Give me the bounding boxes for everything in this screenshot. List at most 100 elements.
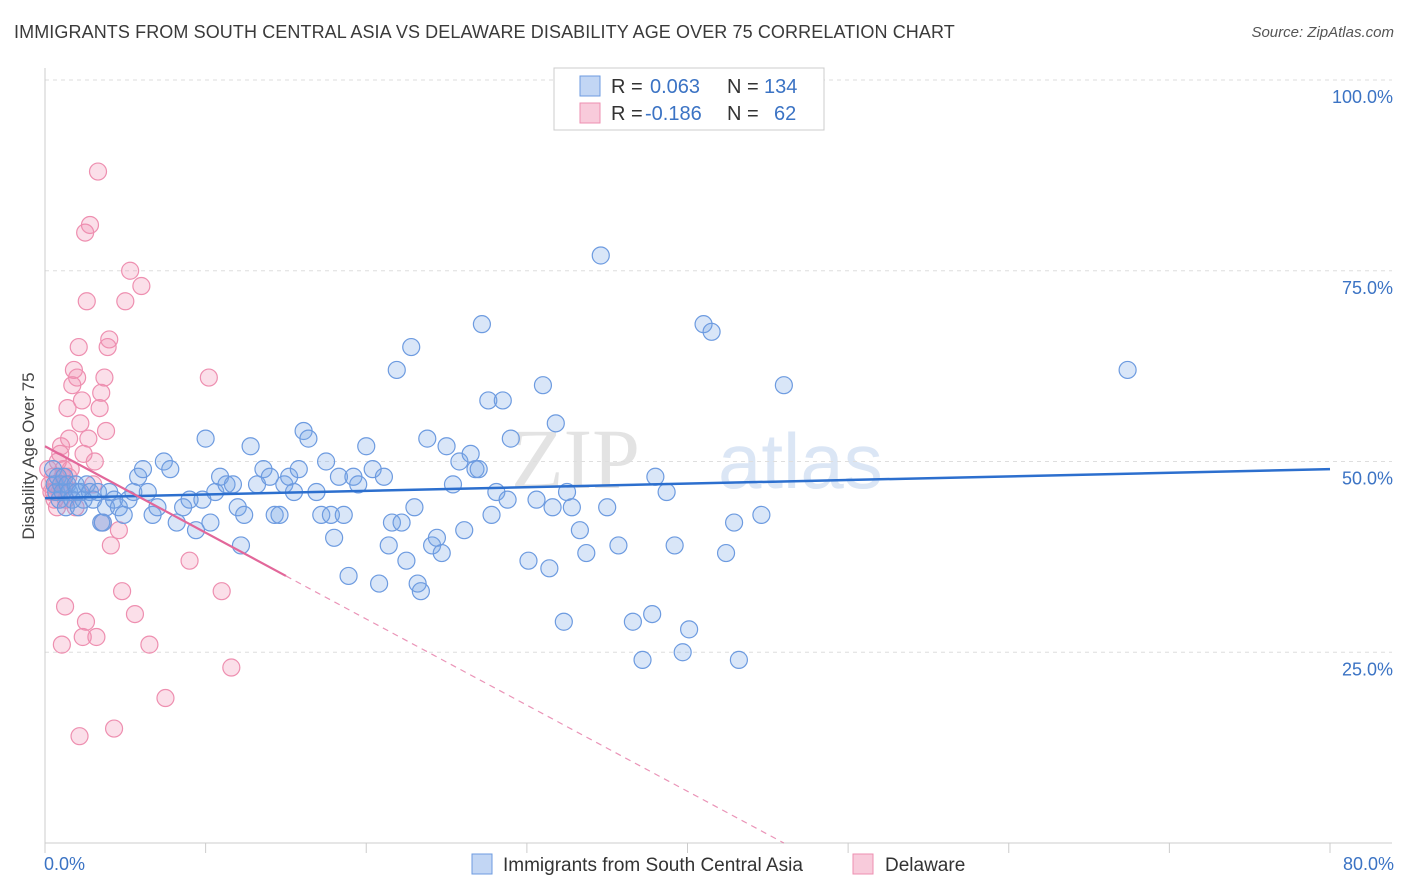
legend-n-label-pink: N = — [727, 103, 759, 125]
blue-point-69 — [349, 475, 368, 494]
blue-point-65 — [329, 467, 349, 486]
bottom-legend-label-pink: Delaware — [885, 855, 965, 876]
blue-point-130 — [1118, 360, 1137, 380]
blue-point-111 — [577, 543, 596, 563]
y-tick-label-50: 50.0% — [1342, 469, 1393, 489]
blue-point-40 — [201, 513, 220, 532]
blue-point-129 — [774, 376, 793, 395]
blue-point-33 — [161, 460, 180, 479]
blue-point-76 — [387, 360, 406, 380]
pink-point-39 — [104, 719, 124, 738]
blue-point-115 — [623, 612, 642, 631]
pink-trend-extension — [285, 575, 785, 844]
pink-point-54 — [70, 727, 89, 746]
bottom-legend-swatch-pink — [852, 853, 874, 875]
pink-point-51 — [222, 658, 241, 677]
blue-point-59 — [299, 429, 318, 448]
blue-point-133 — [93, 513, 112, 532]
pink-trend-line — [44, 445, 287, 577]
blue-point-94 — [472, 315, 491, 334]
x-ticks — [44, 843, 1331, 853]
pink-point-49 — [199, 368, 218, 387]
pink-point-56 — [76, 612, 96, 631]
trend-lines — [44, 445, 1331, 844]
legend-n-value-pink: 62 — [774, 103, 796, 125]
y-axis-title: Disability Age Over 75 — [19, 372, 38, 539]
blue-point-88 — [443, 475, 463, 494]
legend-r-value-pink: -0.186 — [645, 103, 702, 125]
pink-point-20 — [71, 414, 90, 433]
blue-point-116 — [633, 650, 652, 669]
blue-point-73 — [374, 467, 394, 486]
blue-point-66 — [334, 505, 353, 525]
blue-point-85 — [427, 528, 447, 547]
blue-point-112 — [591, 246, 610, 265]
gridlines — [45, 79, 1392, 653]
blue-point-102 — [527, 490, 546, 509]
pink-point-12 — [58, 398, 77, 418]
y-tick-label-75: 75.0% — [1342, 278, 1393, 298]
blue-point-120 — [665, 536, 684, 555]
pink-point-48 — [180, 551, 199, 570]
pink-point-29 — [87, 627, 106, 647]
blue-point-118 — [646, 467, 665, 486]
blue-point-98 — [493, 391, 512, 410]
blue-point-99 — [498, 490, 517, 509]
pink-point-31 — [90, 398, 109, 418]
pink-point-41 — [112, 582, 132, 601]
blue-point-106 — [546, 414, 565, 433]
pink-point-46 — [140, 635, 159, 654]
pink-point-13 — [59, 429, 79, 448]
legend-n-label-blue: N = — [727, 76, 759, 98]
pink-point-53 — [55, 597, 75, 616]
legend-swatch-pink — [579, 102, 601, 124]
blue-point-121 — [673, 643, 692, 662]
blue-point-82 — [411, 582, 430, 601]
blue-point-74 — [379, 536, 398, 555]
blue-point-48 — [241, 437, 260, 456]
blue-point-79 — [402, 337, 421, 357]
legend-r-value-blue: 0.063 — [650, 76, 700, 98]
blue-point-128 — [752, 505, 771, 525]
pink-point-55 — [73, 627, 92, 647]
blue-point-72 — [370, 574, 389, 593]
axes — [44, 68, 1392, 844]
blue-point-75 — [382, 513, 402, 532]
pink-point-26 — [80, 215, 100, 235]
blue-point-28 — [133, 460, 153, 479]
pink-point-43 — [121, 261, 140, 280]
blue-point-132 — [69, 498, 88, 517]
blue-point-110 — [570, 521, 589, 540]
blue-point-57 — [289, 460, 308, 479]
blue-point-100 — [501, 429, 520, 448]
source-label: Source: ZipAtlas.com — [1251, 24, 1394, 41]
blue-point-87 — [437, 437, 456, 456]
pink-point-24 — [77, 292, 96, 311]
pink-point-38 — [101, 536, 120, 555]
pink-point-18 — [68, 368, 87, 387]
blue-point-32 — [154, 452, 173, 471]
pink-point-36 — [98, 337, 117, 357]
blue-point-105 — [543, 498, 562, 517]
y-tick-labels: 100.0% 75.0% 50.0% 25.0% — [1332, 87, 1393, 679]
blue-point-103 — [533, 376, 553, 395]
pink-point-30 — [88, 162, 108, 181]
legend-n-value-blue: 134 — [764, 76, 797, 98]
bottom-legend-swatch-blue — [471, 853, 493, 875]
x-tick-label-max: 80.0% — [1343, 854, 1394, 874]
blue-point-117 — [643, 604, 662, 624]
blue-point-125 — [716, 543, 736, 563]
blue-point-104 — [540, 559, 559, 578]
blue-point-77 — [392, 513, 411, 532]
blue-point-107 — [554, 612, 573, 631]
pink-point-50 — [212, 582, 231, 601]
blue-point-114 — [609, 536, 628, 555]
pink-point-47 — [156, 688, 175, 708]
blue-point-64 — [325, 528, 344, 547]
blue-point-109 — [562, 498, 581, 517]
blue-point-70 — [357, 437, 376, 456]
blue-point-35 — [174, 498, 193, 517]
legend-swatch-blue — [579, 75, 601, 97]
pink-point-52 — [52, 635, 71, 654]
blue-point-24 — [114, 505, 133, 525]
